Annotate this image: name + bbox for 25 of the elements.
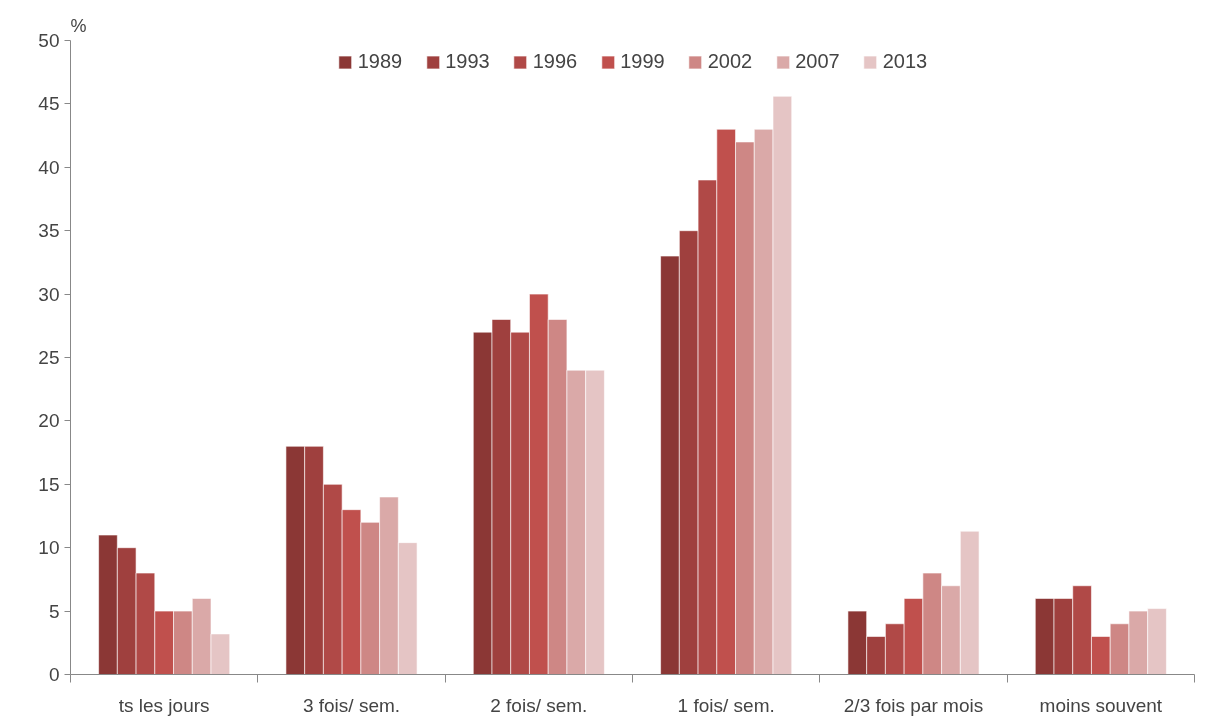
y-tick-label: 25	[38, 347, 60, 368]
y-tick-label: 0	[48, 664, 60, 685]
y-tick-label: 10	[38, 537, 60, 559]
y-tick-label: 35	[38, 220, 60, 242]
x-tick-label: 3 fois/ sem.	[302, 694, 401, 716]
y-tick-label: 20	[38, 410, 60, 432]
y-tick-label: 50	[38, 30, 60, 51]
y-axis-title: %	[70, 15, 87, 36]
legend-label: 1996	[532, 50, 578, 73]
legend-label: 2007	[795, 50, 840, 73]
legend-label: 2013	[882, 50, 928, 73]
x-tick-label: ts les jours	[118, 694, 210, 716]
x-tick-label: 1 fois/ sem.	[677, 694, 775, 716]
x-tick-label: 2 fois/ sem.	[490, 694, 588, 716]
x-tick-label: moins souvent	[1039, 694, 1163, 716]
legend-label: 1989	[357, 50, 403, 73]
legend-label: 1999	[620, 50, 665, 73]
y-tick-label: 5	[48, 600, 60, 622]
y-tick-label: 45	[38, 93, 60, 115]
legend-label: 2002	[707, 50, 753, 73]
y-tick-label: 30	[38, 283, 60, 305]
y-tick-label: 40	[38, 156, 60, 178]
x-tick-label: 2/3 fois par mois	[843, 694, 984, 716]
legend-label: 1993	[445, 50, 490, 73]
y-tick-label: 15	[38, 473, 60, 495]
